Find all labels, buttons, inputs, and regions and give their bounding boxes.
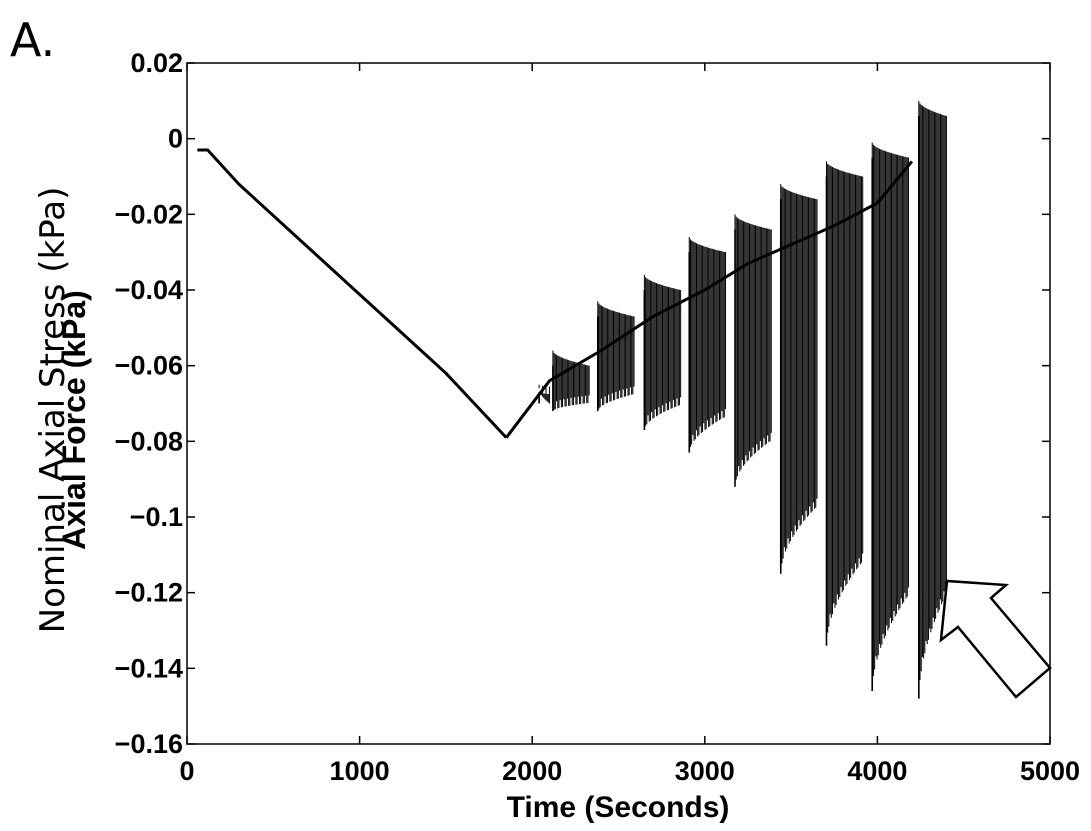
x-tick-label: 4000 xyxy=(847,756,907,786)
oscillation-lines xyxy=(871,142,909,684)
oscillation-lines xyxy=(643,274,682,427)
y-tick-label: −0.16 xyxy=(115,729,183,759)
oscillation-lines xyxy=(825,161,864,639)
arrow-annotation xyxy=(939,579,1052,699)
x-tick-label: 2000 xyxy=(502,756,562,786)
oscillation-band xyxy=(688,237,727,453)
oscillation-band xyxy=(538,384,550,404)
x-tick-label: 3000 xyxy=(675,756,735,786)
oscillation-lines xyxy=(780,184,818,567)
oscillation-band xyxy=(734,214,772,487)
y-tick-label: −0.06 xyxy=(115,351,183,381)
y-tick-label: −0.14 xyxy=(115,653,183,683)
x-axis-label: Time (Seconds) xyxy=(507,791,730,824)
x-tick-label: 1000 xyxy=(330,756,390,786)
oscillation-band xyxy=(918,100,947,699)
oscillation-band xyxy=(871,142,909,692)
y-tick-label: −0.02 xyxy=(115,199,183,229)
y-tick-label: −0.12 xyxy=(115,578,183,608)
y-axis-label-axial-force: Axial Force (kPa) xyxy=(56,290,92,550)
hollow-arrow-icon xyxy=(939,579,1052,699)
axis-ticks: 0 1000 2000 3000 4000 5000 0.02 0 −0.02 −0.04 −0.0… xyxy=(115,48,1080,786)
x-tick-label: 5000 xyxy=(1020,756,1080,786)
y-tick-label: −0.1 xyxy=(130,502,183,532)
panel-label: A. xyxy=(10,13,55,67)
x-tick-label: 0 xyxy=(179,756,194,786)
y-axis-labels: Axial Force (kPa) Nominal Axial Stress (… xyxy=(33,187,92,634)
oscillation-lines xyxy=(688,237,727,448)
y-axis-label-nominal-stress: Nominal Axial Stress (kPa) xyxy=(33,187,73,634)
oscillation-band xyxy=(552,350,590,412)
y-tick-label: 0 xyxy=(168,124,183,154)
y-tick-label: −0.04 xyxy=(115,275,183,305)
oscillation-lines xyxy=(597,301,635,409)
oscillation-band xyxy=(825,161,864,646)
oscillation-band xyxy=(779,184,818,574)
series-ramp-down xyxy=(197,148,508,439)
plot-series xyxy=(197,100,947,699)
y-tick-label: −0.08 xyxy=(115,426,183,456)
oscillation-band xyxy=(596,301,635,412)
plot-axes-box xyxy=(186,62,1051,745)
y-tick-label: 0.02 xyxy=(130,48,183,78)
oscillation-lines xyxy=(918,100,947,692)
oscillation-lines xyxy=(538,384,550,404)
oscillation-band xyxy=(643,274,682,430)
